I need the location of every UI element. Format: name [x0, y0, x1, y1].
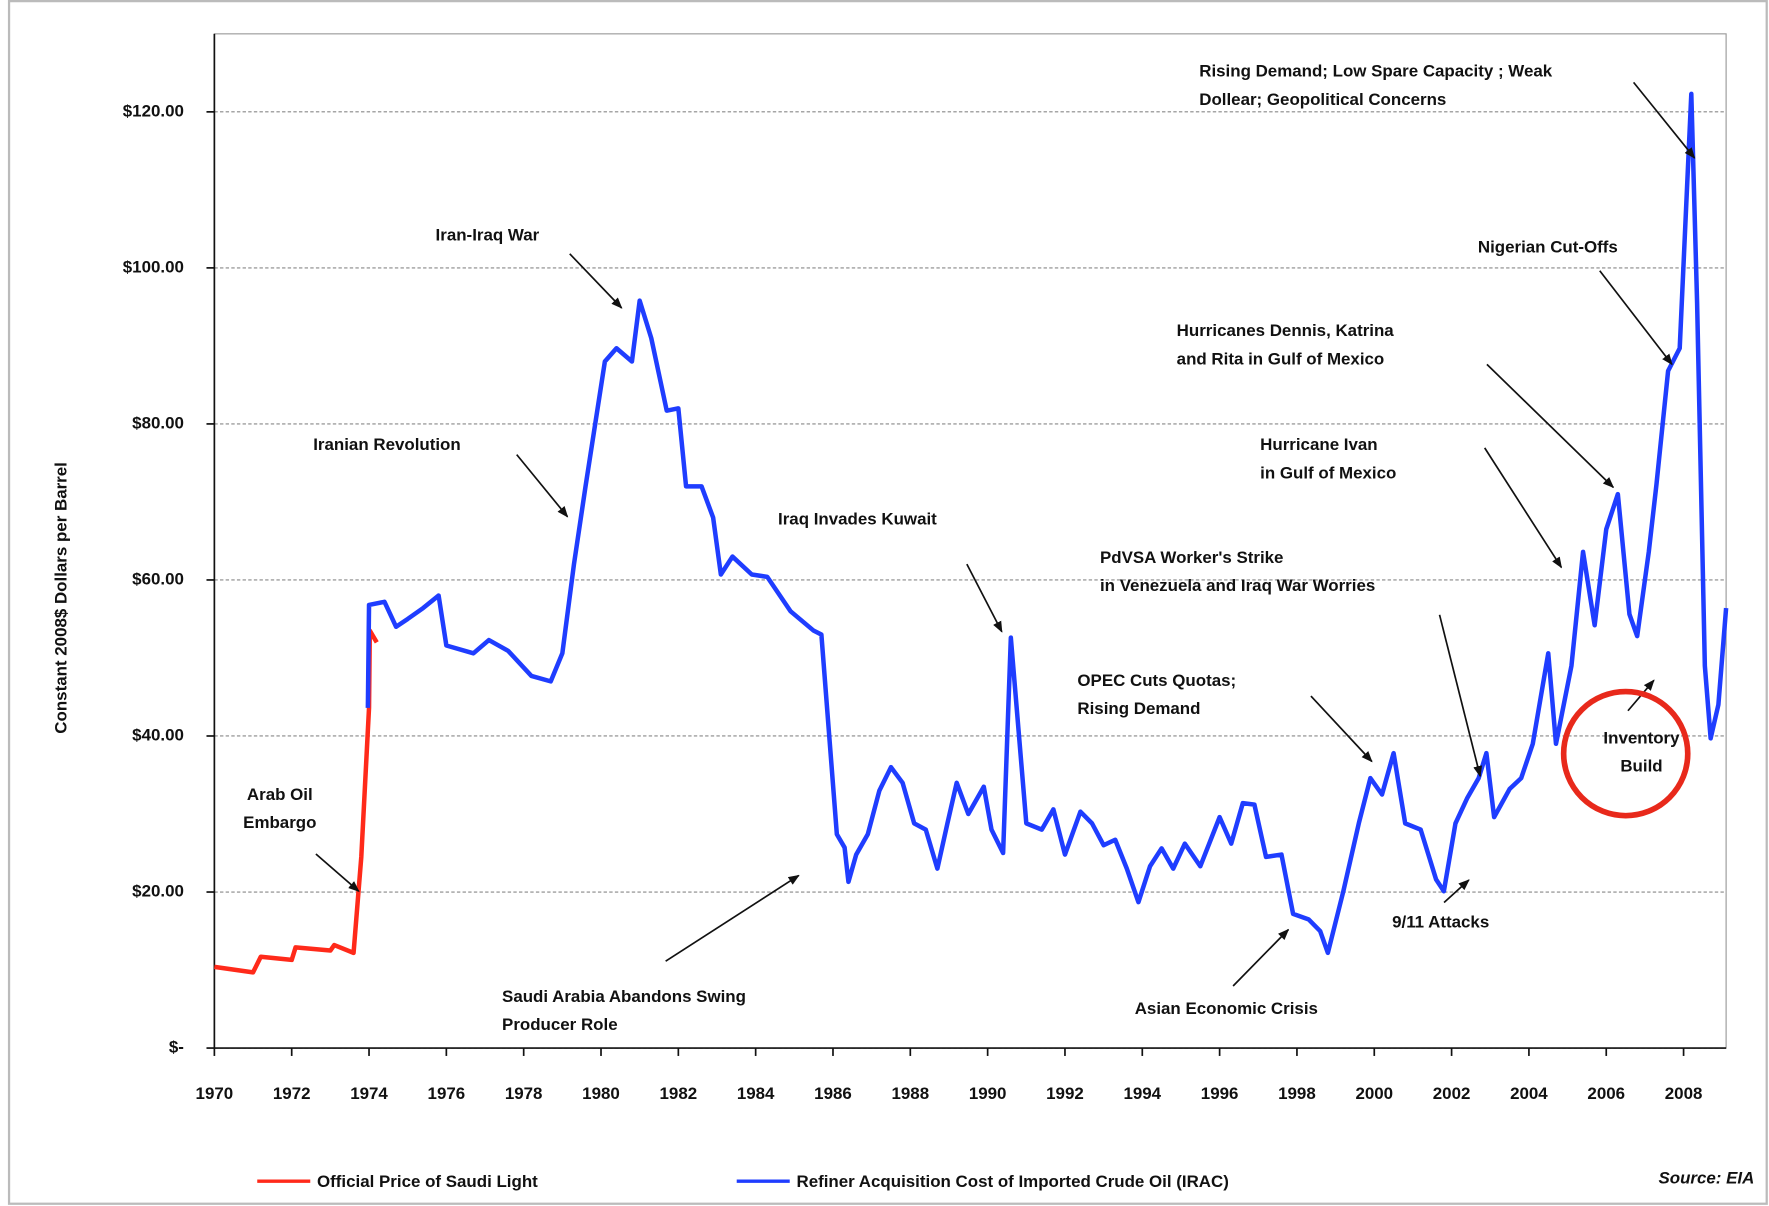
annotation: Hurricane Ivan [1260, 435, 1377, 454]
x-tick-label: 1980 [582, 1084, 620, 1103]
annotation: Embargo [243, 813, 316, 832]
annotation-arrow [1486, 363, 1615, 489]
x-tick-label: 1982 [660, 1084, 698, 1103]
annotation: Saudi Arabia Abandons Swing [502, 987, 746, 1006]
annotation-arrow [1232, 928, 1290, 987]
annotation: Arab Oil [247, 785, 313, 804]
y-tick-label: $40.00 [132, 725, 184, 744]
annotation: Iran-Iraq War [436, 225, 540, 244]
annotation: OPEC Cuts Quotas; [1077, 671, 1236, 690]
x-tick-label: 1970 [196, 1084, 234, 1103]
x-tick-label: 2004 [1510, 1084, 1548, 1103]
y-tick-label: $100.00 [123, 257, 184, 276]
annotation-arrow [1438, 614, 1483, 778]
annotation: Iranian Revolution [313, 435, 460, 454]
annotation-arrow [1599, 270, 1673, 366]
frame [7, 0, 1768, 1205]
annotation-arrow [1483, 447, 1563, 569]
y-tick-label: $80.00 [132, 413, 184, 432]
x-tick-label: 1990 [969, 1084, 1007, 1103]
annotation: Asian Economic Crisis [1135, 999, 1318, 1018]
annotation-arrow [1310, 695, 1373, 763]
annotation-arrow [1443, 879, 1470, 904]
annotation: Hurricanes Dennis, Katrina [1177, 321, 1395, 340]
x-tick-label: 1998 [1278, 1084, 1316, 1103]
annotation-arrow [516, 454, 569, 518]
x-tick-label: 1988 [891, 1084, 929, 1103]
series-line [365, 91, 1729, 956]
y-tick-label: $120.00 [123, 101, 184, 120]
annotation-arrow [1632, 81, 1696, 159]
annotation-arrow [315, 853, 360, 892]
annotation: in Gulf of Mexico [1260, 463, 1396, 482]
x-tick-label: 1976 [428, 1084, 466, 1103]
annotation: Dollear; Geopolitical Concerns [1199, 90, 1446, 109]
annotation: Build [1620, 757, 1662, 776]
annotation: and Rita in Gulf of Mexico [1177, 349, 1385, 368]
annotation: in Venezuela and Iraq War Worries [1100, 576, 1375, 595]
annotation-arrow [966, 563, 1003, 633]
legend-label: Official Price of Saudi Light [317, 1172, 538, 1191]
x-tick-label: 1992 [1046, 1084, 1084, 1103]
y-tick-label: $20.00 [132, 881, 184, 900]
x-tick-label: 1996 [1201, 1084, 1239, 1103]
legend-label: Refiner Acquisition Cost of Imported Cru… [797, 1172, 1229, 1191]
plot-area [213, 33, 1727, 1049]
x-tick-label: 1984 [737, 1084, 775, 1103]
x-tick-label: 2006 [1587, 1084, 1625, 1103]
annotation: Inventory [1603, 728, 1680, 747]
y-axis-label: Constant 2008$ Dollars per Barrel [52, 462, 71, 734]
annotation-arrow [569, 253, 623, 309]
y-tick-label: $60.00 [132, 569, 184, 588]
annotation: Rising Demand [1077, 699, 1200, 718]
annotation: Producer Role [502, 1015, 618, 1034]
x-tick-label: 1978 [505, 1084, 543, 1103]
x-tick-label: 1986 [814, 1084, 852, 1103]
source: Source: EIA [1658, 1168, 1754, 1187]
annotation: PdVSA Worker's Strike [1100, 548, 1283, 567]
x-tick-label: 1974 [350, 1084, 388, 1103]
y-tick-label: $- [169, 1038, 184, 1057]
x-tick-label: 2000 [1355, 1084, 1393, 1103]
annotation: 9/11 Attacks [1392, 912, 1489, 931]
annotation: Nigerian Cut-Offs [1478, 238, 1618, 257]
annotation-arrow [665, 874, 800, 962]
x-tick-label: 2002 [1433, 1084, 1471, 1103]
annotation: Iraq Invades Kuwait [778, 510, 937, 529]
highlight-circle [1560, 688, 1691, 819]
x-tick-label: 1994 [1123, 1084, 1161, 1103]
annotation: Rising Demand; Low Spare Capacity ; Weak [1199, 62, 1553, 81]
x-tick-label: 2008 [1665, 1084, 1703, 1103]
x-tick-label: 1972 [273, 1084, 311, 1103]
